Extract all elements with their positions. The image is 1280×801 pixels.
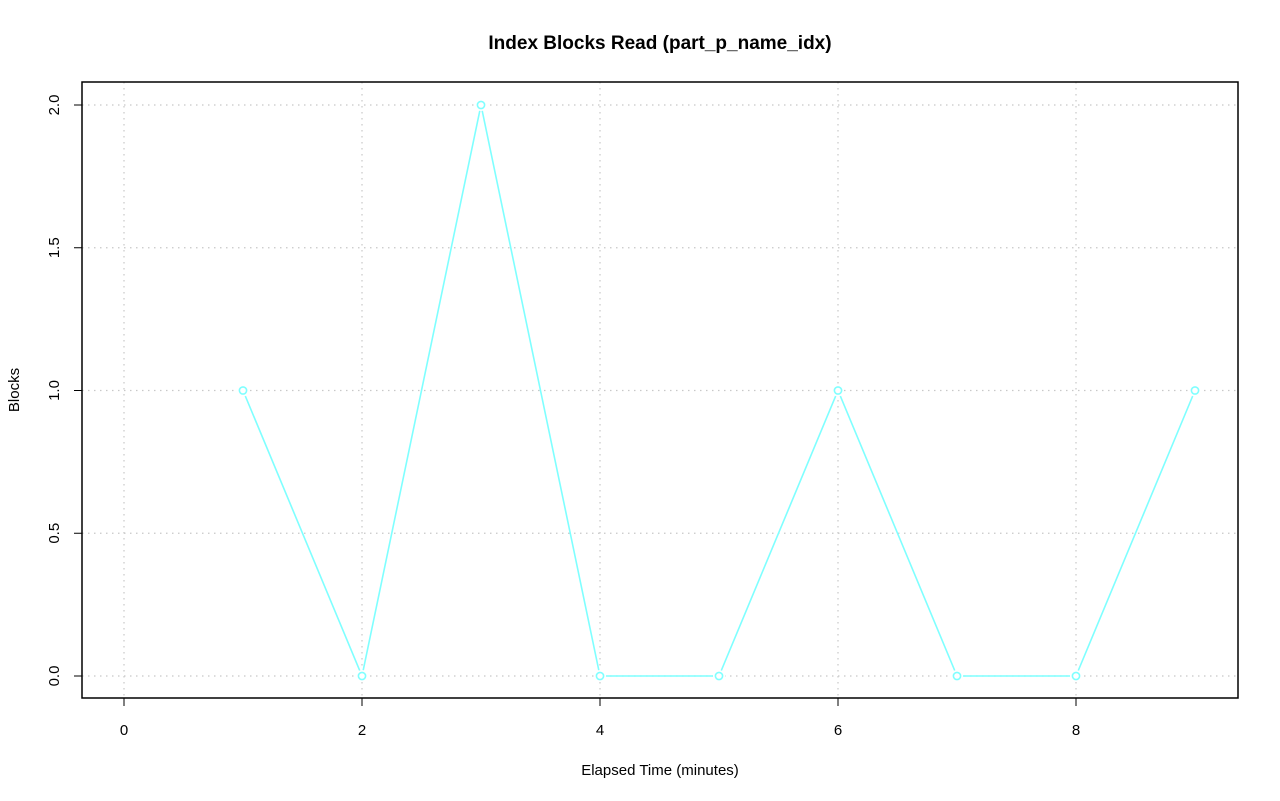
y-tick-label: 0.0 [46, 666, 63, 687]
grid [82, 82, 1238, 698]
y-axis-label: Blocks [6, 368, 23, 412]
chart-title: Index Blocks Read (part_p_name_idx) [488, 33, 831, 54]
data-point [952, 671, 962, 681]
x-tick-label: 8 [1072, 722, 1080, 739]
data-point [238, 386, 248, 395]
x-axis: 0 2 4 6 8 [120, 697, 1080, 739]
plot-frame [81, 81, 1239, 699]
series-layer [237, 99, 1201, 682]
y-tick-label: 1.5 [46, 237, 63, 258]
y-tick-label: 0.5 [46, 523, 63, 544]
y-tick-label: 2.0 [46, 95, 63, 116]
data-point [1071, 671, 1081, 681]
y-axis: 0.0 0.5 1.0 1.5 2.0 [46, 95, 83, 687]
x-axis-label: Elapsed Time (minutes) [581, 762, 739, 779]
data-point [1190, 386, 1200, 395]
data-point [714, 671, 724, 681]
data-point [833, 386, 843, 395]
x-tick-label: 0 [120, 722, 128, 739]
data-point [476, 100, 486, 110]
x-tick-label: 4 [596, 722, 604, 739]
y-tick-label: 1.0 [46, 380, 63, 401]
data-point [357, 671, 367, 681]
data-point [595, 671, 605, 681]
x-tick-label: 2 [358, 722, 366, 739]
x-tick-label: 6 [834, 722, 842, 739]
